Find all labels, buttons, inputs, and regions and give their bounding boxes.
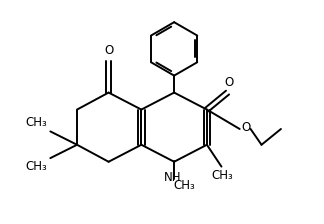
Text: CH₃: CH₃ xyxy=(25,116,47,129)
Text: CH₃: CH₃ xyxy=(212,169,234,182)
Text: CH₃: CH₃ xyxy=(25,160,47,173)
Text: NH: NH xyxy=(164,171,182,184)
Text: CH₃: CH₃ xyxy=(173,179,195,192)
Text: O: O xyxy=(104,44,113,57)
Text: O: O xyxy=(224,76,233,89)
Text: O: O xyxy=(241,121,250,134)
